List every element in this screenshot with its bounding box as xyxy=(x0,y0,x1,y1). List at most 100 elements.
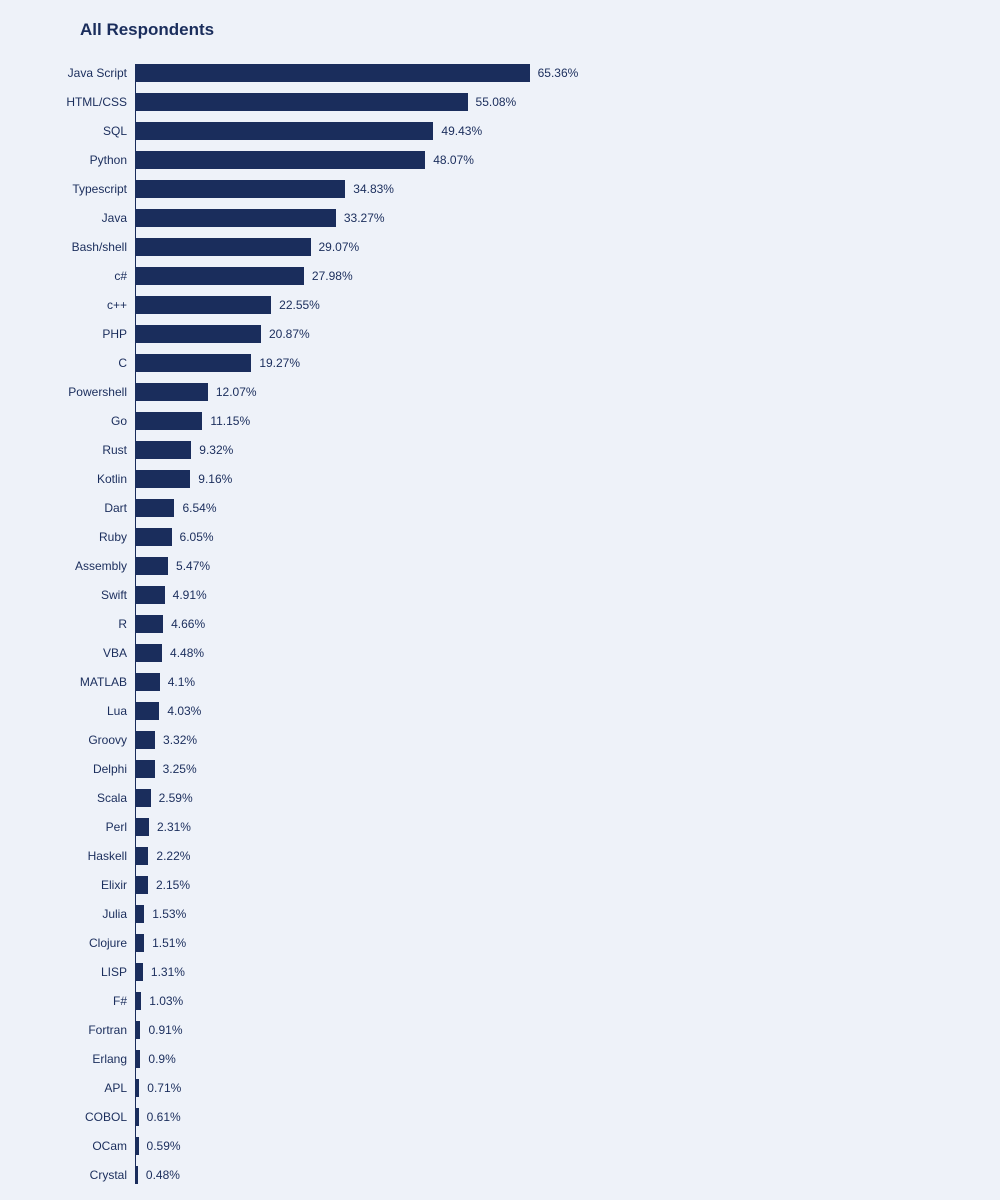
bar-row: APL 0.71% xyxy=(60,1079,940,1097)
bar-fill xyxy=(135,151,425,169)
bar-label: Fortran xyxy=(60,1023,135,1037)
bar-label: Ruby xyxy=(60,530,135,544)
bar-label: Julia xyxy=(60,907,135,921)
bar-row: Kotlin9.16% xyxy=(60,470,940,488)
bar-label: Java xyxy=(60,211,135,225)
bar-chart: Java Script65.36%HTML/CSS55.08%SQL49.43%… xyxy=(60,64,940,1184)
bar-row: HTML/CSS55.08% xyxy=(60,93,940,111)
bar-fill xyxy=(135,818,149,836)
bar-row: Ruby6.05% xyxy=(60,528,940,546)
bar-value: 4.91% xyxy=(165,588,207,602)
bar-fill xyxy=(135,934,144,952)
bar-label: Groovy xyxy=(60,733,135,747)
bar-label: Perl xyxy=(60,820,135,834)
bar-value: 0.71% xyxy=(139,1081,181,1095)
bar-value: 19.27% xyxy=(251,356,300,370)
bar-track: 5.47% xyxy=(135,557,940,575)
bar-value: 48.07% xyxy=(425,153,474,167)
bar-label: COBOL xyxy=(60,1110,135,1124)
bar-track: 1.51% xyxy=(135,934,940,952)
bar-value: 5.47% xyxy=(168,559,210,573)
bar-label: MATLAB xyxy=(60,675,135,689)
bar-track: 12.07% xyxy=(135,383,940,401)
bar-track: 0.9% xyxy=(135,1050,940,1068)
bar-label: Crystal xyxy=(60,1168,135,1182)
bar-fill xyxy=(135,847,148,865)
bar-row: C19.27% xyxy=(60,354,940,372)
bar-row: Scala2.59% xyxy=(60,789,940,807)
bar-row: PHP20.87% xyxy=(60,325,940,343)
bar-row: Crystal0.48% xyxy=(60,1166,940,1184)
bar-track: 4.1% xyxy=(135,673,940,691)
bar-row: c++22.55% xyxy=(60,296,940,314)
bar-fill xyxy=(135,499,174,517)
bar-row: Swift4.91% xyxy=(60,586,940,604)
bar-row: Groovy 3.32% xyxy=(60,731,940,749)
bar-track: 20.87% xyxy=(135,325,940,343)
bar-label: c# xyxy=(60,269,135,283)
bar-fill xyxy=(135,93,468,111)
bar-label: VBA xyxy=(60,646,135,660)
bar-fill xyxy=(135,267,304,285)
bar-value: 27.98% xyxy=(304,269,353,283)
bar-row: LISP1.31% xyxy=(60,963,940,981)
bar-label: Java Script xyxy=(60,66,135,80)
bar-label: Lua xyxy=(60,704,135,718)
bar-value: 4.03% xyxy=(159,704,201,718)
bar-fill xyxy=(135,412,202,430)
bar-fill xyxy=(135,441,191,459)
bar-track: 6.05% xyxy=(135,528,940,546)
bar-fill xyxy=(135,296,271,314)
bar-track: 2.15% xyxy=(135,876,940,894)
bar-row: Java33.27% xyxy=(60,209,940,227)
bar-label: Go xyxy=(60,414,135,428)
bar-fill xyxy=(135,383,208,401)
bar-fill xyxy=(135,586,165,604)
bar-fill xyxy=(135,731,155,749)
bar-track: 48.07% xyxy=(135,151,940,169)
bar-value: 6.54% xyxy=(174,501,216,515)
bar-label: Delphi xyxy=(60,762,135,776)
chart-title: All Respondents xyxy=(80,20,940,40)
bar-row: Lua 4.03% xyxy=(60,702,940,720)
bar-row: Assembly5.47% xyxy=(60,557,940,575)
bar-label: Haskell xyxy=(60,849,135,863)
bar-track: 2.31% xyxy=(135,818,940,836)
bar-value: 65.36% xyxy=(530,66,579,80)
chart-wrapper: Java Script65.36%HTML/CSS55.08%SQL49.43%… xyxy=(60,64,940,1184)
bar-value: 34.83% xyxy=(345,182,394,196)
bar-row: COBOL0.61% xyxy=(60,1108,940,1126)
bar-value: 1.53% xyxy=(144,907,186,921)
bar-row: Bash/shell29.07% xyxy=(60,238,940,256)
bar-fill xyxy=(135,644,162,662)
bar-value: 9.16% xyxy=(190,472,232,486)
bar-label: Scala xyxy=(60,791,135,805)
bar-row: Erlang0.9% xyxy=(60,1050,940,1068)
bar-row: F#1.03% xyxy=(60,992,940,1010)
bar-track: 1.03% xyxy=(135,992,940,1010)
bar-fill xyxy=(135,789,151,807)
bar-value: 11.15% xyxy=(202,414,250,428)
bar-label: PHP xyxy=(60,327,135,341)
bar-value: 0.9% xyxy=(140,1052,175,1066)
bar-row: Java Script 65.36% xyxy=(60,64,940,82)
bar-track: 1.53% xyxy=(135,905,940,923)
bar-label: SQL xyxy=(60,124,135,138)
bar-value: 55.08% xyxy=(468,95,517,109)
bar-fill xyxy=(135,876,148,894)
bar-value: 9.32% xyxy=(191,443,233,457)
bar-value: 12.07% xyxy=(208,385,257,399)
bar-row: R4.66% xyxy=(60,615,940,633)
bar-track: 55.08% xyxy=(135,93,940,111)
bar-track: 27.98% xyxy=(135,267,940,285)
bar-value: 2.15% xyxy=(148,878,190,892)
bar-track: 34.83% xyxy=(135,180,940,198)
bar-track: 6.54% xyxy=(135,499,940,517)
bar-label: Elixir xyxy=(60,878,135,892)
bar-fill xyxy=(135,64,530,82)
bar-value: 3.32% xyxy=(155,733,197,747)
bar-row: VBA4.48% xyxy=(60,644,940,662)
bar-label: Python xyxy=(60,153,135,167)
bar-label: APL xyxy=(60,1081,135,1095)
bar-value: 0.59% xyxy=(139,1139,181,1153)
